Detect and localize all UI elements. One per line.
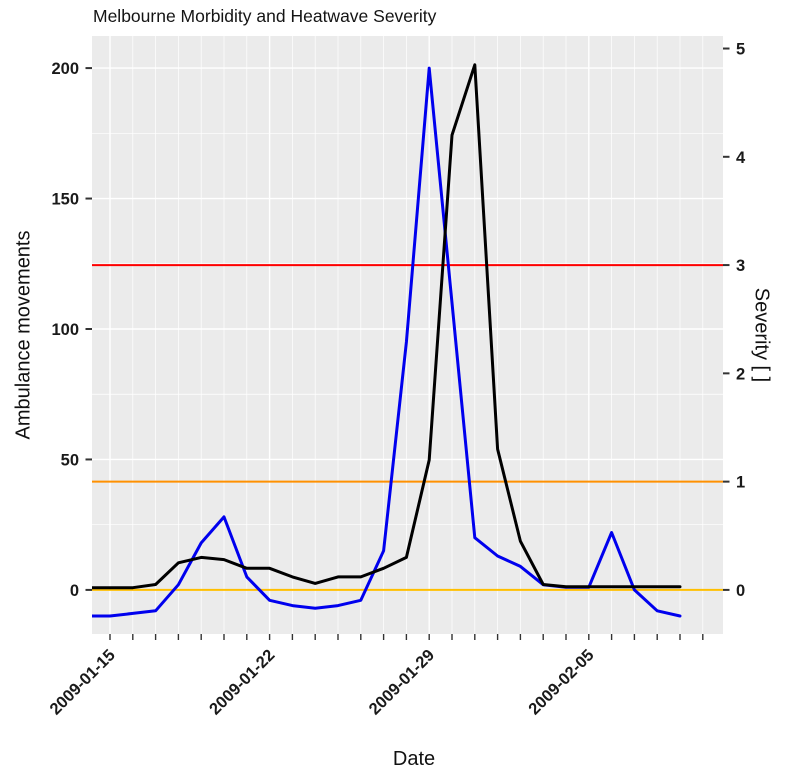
left-axis-tick-label: 100 <box>51 321 79 339</box>
gridlines <box>92 36 723 634</box>
right-axis-title: Severity [ ] <box>750 287 773 383</box>
x-axis-tick-label: 2009-01-29 <box>366 646 438 718</box>
right-axis-tick-label: 2 <box>736 365 745 383</box>
right-axis-tick-label: 1 <box>736 474 745 492</box>
x-axis-tick-label: 2009-02-05 <box>525 646 597 718</box>
chart-title: Melbourne Morbidity and Heatwave Severit… <box>93 6 437 26</box>
x-axis-title: Date <box>392 748 436 770</box>
x-axis-tick-label: 2009-01-22 <box>206 646 278 718</box>
right-axis-tick-label: 0 <box>736 582 745 600</box>
series-line-heatwave-severity <box>92 63 682 590</box>
axis-ticks <box>85 47 730 640</box>
right-axis-tick-label: 3 <box>736 257 745 275</box>
series-group <box>92 63 682 618</box>
left-axis-tick-label: 50 <box>61 451 79 469</box>
right-axis-tick-label: 4 <box>736 149 746 167</box>
left-axis-tick-label: 200 <box>51 60 79 78</box>
right-axis-tick-label: 5 <box>736 41 745 59</box>
left-axis-tick-label: 150 <box>51 191 79 209</box>
x-axis-tick-label: 2009-01-15 <box>46 646 118 718</box>
left-axis-tick-label: 0 <box>70 582 79 600</box>
left-axis-title: Ambulance movements <box>12 230 35 440</box>
